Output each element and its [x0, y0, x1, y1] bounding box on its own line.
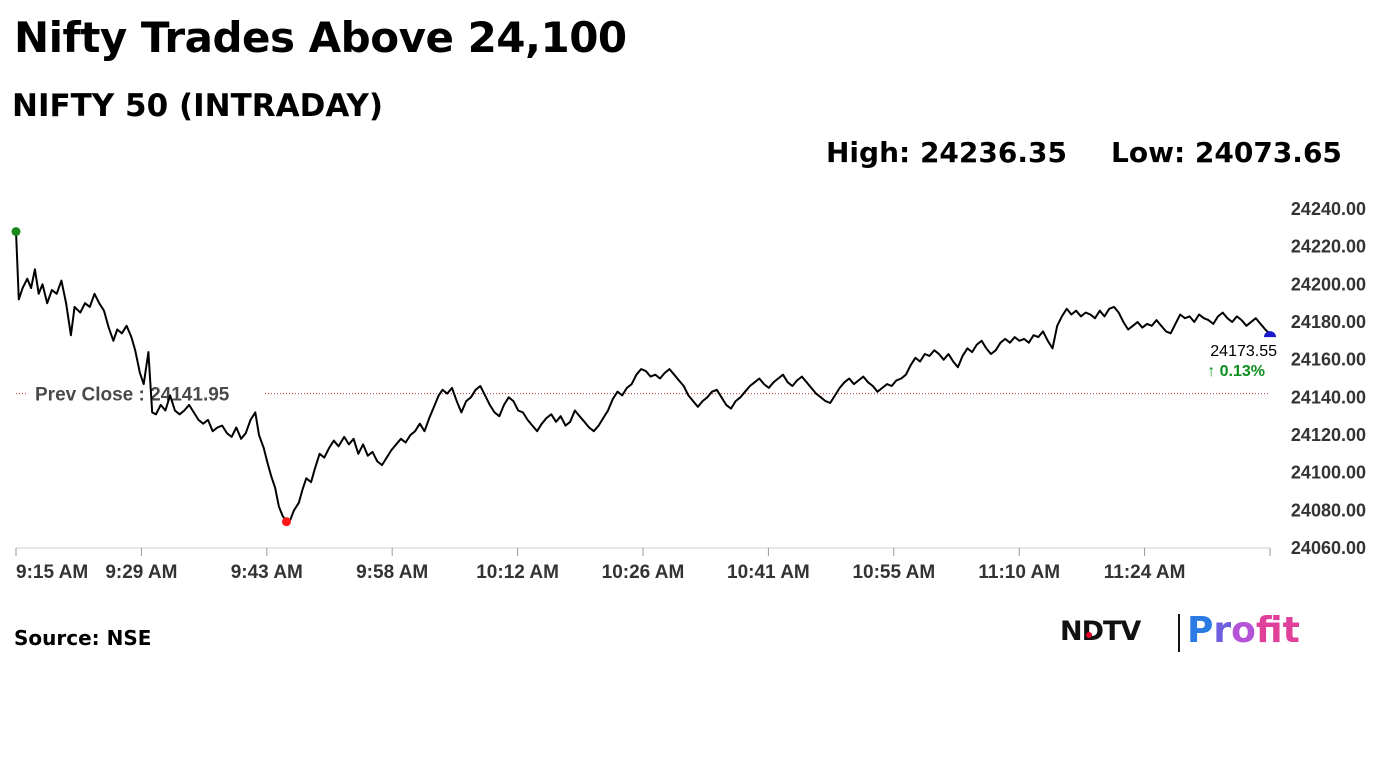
y-axis: 24240.00 24220.00 24200.00 24180.00 24160.00…: [1291, 199, 1366, 558]
y-tick-label: 24240.00: [1291, 199, 1366, 219]
x-tick-label: 10:26 AM: [602, 562, 685, 583]
source-note: Source: NSE: [14, 626, 152, 650]
y-tick-label: 24100.00: [1291, 463, 1366, 483]
x-tick-label: 10:41 AM: [727, 562, 810, 583]
x-tick-label: 10:12 AM: [476, 562, 559, 583]
x-tick-label: 9:15 AM: [16, 562, 88, 583]
logo-ndtv-text: NDTV: [1060, 616, 1141, 647]
y-tick-label: 24180.00: [1291, 312, 1366, 332]
y-tick-label: 24140.00: [1291, 387, 1366, 407]
price-line: [15, 231, 1271, 523]
prev-close-label: Prev Close : 24141.95: [35, 385, 230, 406]
chart-subtitle: NIFTY 50 (INTRADAY): [12, 88, 384, 124]
logo-red-dot: [1086, 632, 1092, 638]
x-tick-label: 9:43 AM: [231, 562, 303, 583]
x-tick-label: 11:10 AM: [978, 562, 1060, 583]
y-tick-label: 24200.00: [1291, 274, 1366, 294]
y-tick-label: 24120.00: [1291, 425, 1366, 445]
y-tick-label: 24160.00: [1291, 350, 1366, 370]
x-tick-label: 10:55 AM: [852, 562, 935, 583]
x-tick-label: 9:58 AM: [356, 562, 428, 583]
last-price-marker: [1264, 331, 1276, 338]
y-tick-label: 24080.00: [1291, 500, 1366, 520]
x-axis: 9:15 AM 9:29 AM 9:43 AM 9:58 AM 10:12 AM 10:2…: [15, 548, 1271, 583]
headline: Nifty Trades Above 24,100: [14, 13, 627, 62]
intraday-line-chart: 9:15 AM 9:29 AM 9:43 AM 9:58 AM 10:12 AM 10:2…: [11, 199, 1366, 583]
y-tick-label: 24220.00: [1291, 237, 1366, 257]
last-price-label: 24173.55: [1210, 343, 1277, 360]
ndtv-profit-logo: NDTV Profit: [1060, 610, 1310, 658]
day-high: High: 24236.35: [826, 136, 1067, 169]
logo-profit-text: Profit: [1187, 610, 1300, 651]
day-low: Low: 24073.65: [1111, 136, 1342, 169]
prev-close-label-group: Prev Close : 24141.95: [28, 380, 264, 407]
x-tick-label: 11:24 AM: [1104, 562, 1186, 583]
x-tick-label: 9:29 AM: [105, 562, 177, 583]
y-tick-label: 24060.00: [1291, 538, 1366, 558]
logo-separator: [1178, 614, 1180, 652]
change-label: ↑ 0.13%: [1207, 363, 1265, 380]
open-marker: [11, 227, 21, 237]
prev-close-label-bg: [28, 380, 264, 407]
low-marker: [281, 517, 291, 527]
